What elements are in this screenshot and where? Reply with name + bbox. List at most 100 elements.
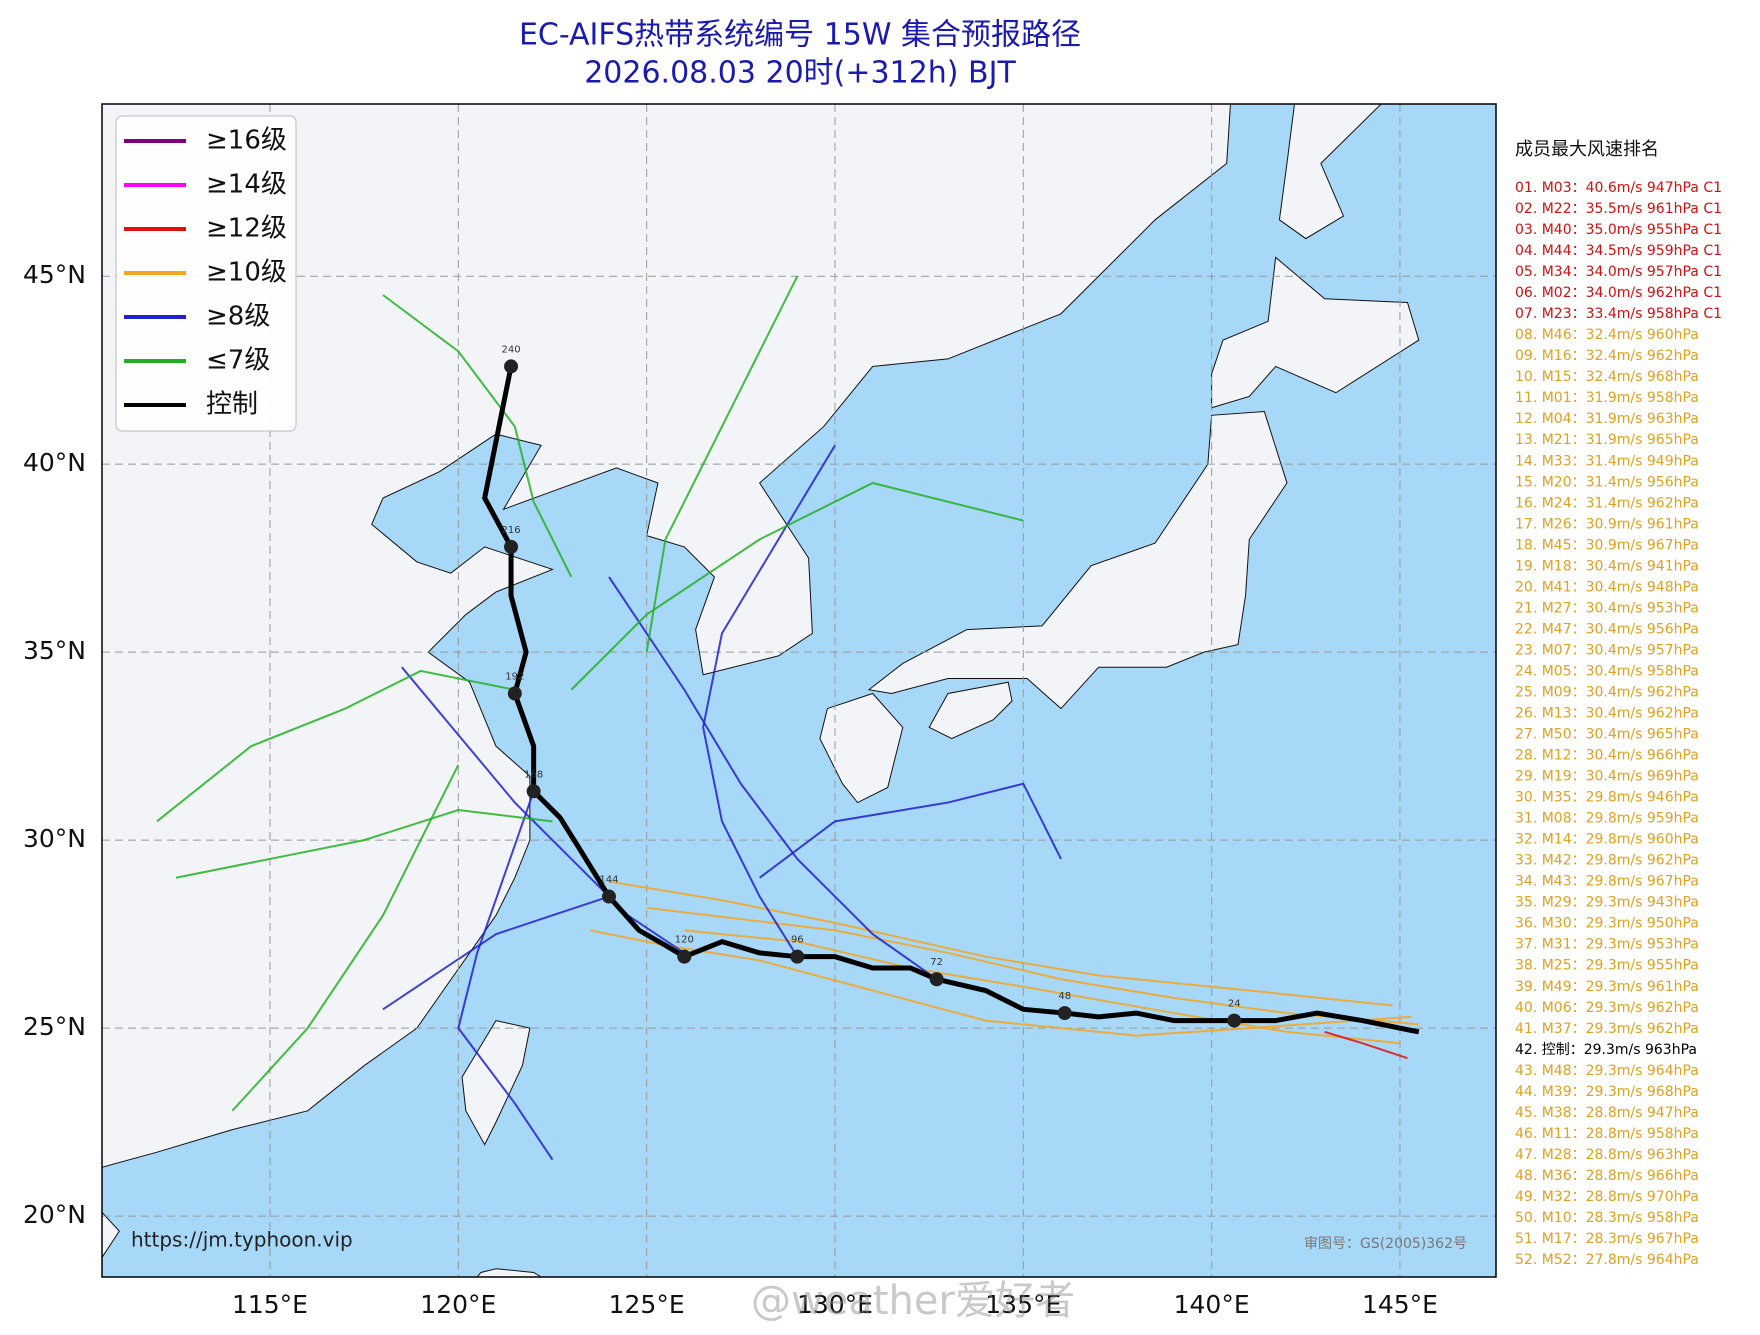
hour-label: 48 bbox=[1058, 991, 1071, 1002]
ranking-entry: 46. M11：28.8m/s 958hPa bbox=[1515, 1126, 1699, 1142]
ranking-entry: 23. M07：30.4m/s 957hPa bbox=[1515, 642, 1699, 658]
ranking-entry: 45. M38：28.8m/s 947hPa bbox=[1515, 1105, 1699, 1121]
control-point bbox=[504, 359, 519, 374]
x-tick-label: 130°E bbox=[797, 1290, 873, 1319]
ranking-entry: 31. M08：29.8m/s 959hPa bbox=[1515, 811, 1699, 827]
overlay: 115°E 120°E 125°E 130°E 135°E 140°E 145°E 20°N 2… bbox=[23, 103, 1722, 1324]
member-track bbox=[175, 809, 553, 879]
x-tick-label: 125°E bbox=[609, 1290, 685, 1319]
hour-label: 72 bbox=[930, 957, 943, 968]
hour-label: 24 bbox=[1228, 999, 1241, 1010]
ranking-entry: 21. M27：30.4m/s 953hPa bbox=[1515, 600, 1699, 616]
ranking-entry: 40. M06：29.3m/s 962hPa bbox=[1515, 1000, 1699, 1016]
ranking-entry: 16. M24：31.4m/s 962hPa bbox=[1515, 495, 1699, 511]
ranking-entry: 47. M28：28.8m/s 963hPa bbox=[1515, 1147, 1699, 1163]
ranking-entry: 05. M34：34.0m/s 957hPa C1 bbox=[1515, 264, 1722, 280]
control-point bbox=[507, 686, 522, 701]
member-track bbox=[759, 782, 1062, 879]
member-track bbox=[401, 666, 685, 954]
legend-label: ≥16级 bbox=[206, 126, 287, 156]
ranking-entry: 04. M44：34.5m/s 959hPa C1 bbox=[1515, 243, 1722, 259]
ranking-entry: 41. M37：29.3m/s 962hPa bbox=[1515, 1021, 1699, 1037]
member-track bbox=[589, 929, 1412, 1037]
ranking-entry: 18. M45：30.9m/s 967hPa bbox=[1515, 537, 1699, 553]
approval-number: 审图号：GS(2005)362号 bbox=[1304, 1236, 1467, 1252]
control-point bbox=[677, 949, 692, 964]
ranking-entry: 50. M10：28.3m/s 958hPa bbox=[1515, 1210, 1699, 1226]
ranking-entry: 25. M09：30.4m/s 962hPa bbox=[1515, 684, 1699, 700]
ranking-entry: 20. M41：30.4m/s 948hPa bbox=[1515, 579, 1699, 595]
land bbox=[928, 681, 1013, 740]
hour-label: 168 bbox=[524, 769, 543, 780]
land bbox=[476, 1268, 543, 1277]
legend-label: 控制 bbox=[206, 390, 258, 420]
x-tick-label: 120°E bbox=[420, 1290, 496, 1319]
ranking-entry: 43. M48：29.3m/s 964hPa bbox=[1515, 1063, 1699, 1079]
member-track bbox=[382, 294, 573, 578]
watermark: @weather爱好者 bbox=[751, 1278, 1075, 1324]
ranking-entry: 52. M52：27.8m/s 964hPa bbox=[1515, 1252, 1699, 1268]
land bbox=[102, 1211, 120, 1259]
control-point bbox=[526, 784, 541, 799]
ranking-entry: 06. M02：34.0m/s 962hPa C1 bbox=[1515, 285, 1722, 301]
member-track bbox=[231, 764, 460, 1112]
ranking-entry: 49. M32：28.8m/s 970hPa bbox=[1515, 1189, 1699, 1205]
ranking-entry: 27. M50：30.4m/s 965hPa bbox=[1515, 727, 1699, 743]
control-point bbox=[601, 889, 616, 904]
control-point bbox=[1057, 1006, 1072, 1021]
hour-label: 120 bbox=[675, 935, 694, 946]
subtitle: 2026.08.03 20时(+312h) BJT bbox=[584, 56, 1016, 91]
member-track bbox=[608, 576, 938, 981]
member-track bbox=[156, 669, 516, 823]
member-track bbox=[382, 895, 610, 1011]
title: EC-AIFS热带系统编号 15W 集合预报路径 bbox=[519, 18, 1081, 53]
y-tick-label: 30°N bbox=[23, 824, 86, 853]
ranking-entry: 29. M19：30.4m/s 969hPa bbox=[1515, 769, 1699, 785]
ranking-entry: 48. M36：28.8m/s 966hPa bbox=[1515, 1168, 1699, 1184]
control-point bbox=[790, 949, 805, 964]
ranking-entry: 33. M42：29.8m/s 962hPa bbox=[1515, 853, 1699, 869]
control-track bbox=[482, 365, 1420, 1035]
legend-label: ≥12级 bbox=[206, 214, 287, 244]
ranking-entry: 24. M05：30.4m/s 958hPa bbox=[1515, 663, 1699, 679]
ranking-entry: 44. M39：29.3m/s 968hPa bbox=[1515, 1084, 1699, 1100]
hour-label: 216 bbox=[502, 525, 521, 536]
y-tick-label: 25°N bbox=[23, 1012, 86, 1041]
ranking-entry: 07. M23：33.4m/s 958hPa C1 bbox=[1515, 306, 1722, 322]
control-point bbox=[1227, 1013, 1242, 1028]
source-url: https://jm.typhoon.vip bbox=[131, 1228, 353, 1252]
member-track bbox=[645, 275, 799, 653]
member-track bbox=[646, 906, 1419, 1026]
legend-label: ≥14级 bbox=[206, 170, 287, 200]
ranking-title: 成员最大风速排名 bbox=[1515, 139, 1659, 160]
control-point bbox=[929, 972, 944, 987]
ranking-entry: 15. M20：31.4m/s 956hPa bbox=[1515, 474, 1699, 490]
land bbox=[102, 104, 1231, 1168]
legend-label: ≤7级 bbox=[206, 346, 270, 376]
ranking-entry: 19. M18：30.4m/s 941hPa bbox=[1515, 558, 1699, 574]
land bbox=[1211, 256, 1420, 409]
hour-label: 240 bbox=[502, 344, 521, 355]
ranking-entry: 13. M21：31.9m/s 965hPa bbox=[1515, 432, 1699, 448]
hour-label: 144 bbox=[599, 875, 618, 886]
ranking-entry: 51. M17：28.3m/s 967hPa bbox=[1515, 1231, 1699, 1247]
land bbox=[819, 692, 904, 804]
ranking-entry: 11. M01：31.9m/s 958hPa bbox=[1515, 390, 1699, 406]
ranking-entry: 02. M22：35.5m/s 961hPa C1 bbox=[1515, 201, 1722, 217]
ranking-entry: 32. M14：29.8m/s 960hPa bbox=[1515, 832, 1699, 848]
hour-label: 192 bbox=[505, 672, 524, 683]
ranking-entry: 39. M49：29.3m/s 961hPa bbox=[1515, 979, 1699, 995]
y-tick-label: 40°N bbox=[23, 448, 86, 477]
ranking-entry: 26. M13：30.4m/s 962hPa bbox=[1515, 706, 1699, 722]
ranking-entry: 08. M46：32.4m/s 960hPa bbox=[1515, 327, 1699, 343]
ranking-entry: 35. M29：29.3m/s 943hPa bbox=[1515, 895, 1699, 911]
member-track bbox=[570, 481, 1024, 691]
x-tick-label: 145°E bbox=[1362, 1290, 1438, 1319]
member-track bbox=[1324, 1030, 1408, 1060]
ranking-entry: 36. M30：29.3m/s 950hPa bbox=[1515, 916, 1699, 932]
ranking-entry: 38. M25：29.3m/s 955hPa bbox=[1515, 958, 1699, 974]
control-point bbox=[504, 539, 519, 554]
x-tick-label: 140°E bbox=[1174, 1290, 1250, 1319]
member-track bbox=[608, 880, 1393, 1007]
